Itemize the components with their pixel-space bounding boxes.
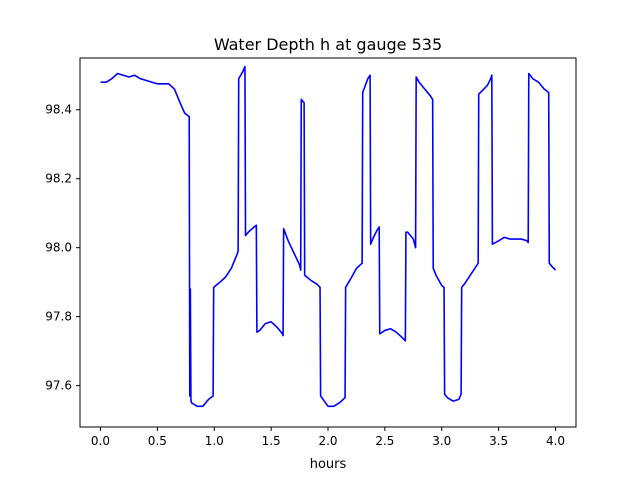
y-tick-label: 98.0 [45,241,72,255]
plot-area: 0.0 0.5 1.0 1.5 2.0 2.5 3.0 3.5 4.0 97.6 97.8 98.0 9… [45,57,577,448]
x-tick-label: 3.0 [432,434,451,448]
series-line-0 [100,65,557,408]
x-tick-label: 1.0 [205,434,224,448]
x-axis-label: hours [310,457,347,472]
y-tick-label: 98.4 [45,103,72,117]
x-tick-label: 3.5 [489,434,508,448]
x-tick-label: 1.5 [262,434,281,448]
y-tick-label: 97.8 [45,310,72,324]
x-tick-label: 2.0 [318,434,337,448]
x-tick-label: 2.5 [375,434,394,448]
y-tick-label: 98.2 [45,172,72,186]
chart-title: Water Depth h at gauge 535 [214,35,442,54]
x-tick-label: 0.5 [148,434,167,448]
x-tick-label: 4.0 [546,434,565,448]
x-tick-label: 0.0 [91,434,110,448]
y-tick-label: 97.6 [45,379,72,393]
